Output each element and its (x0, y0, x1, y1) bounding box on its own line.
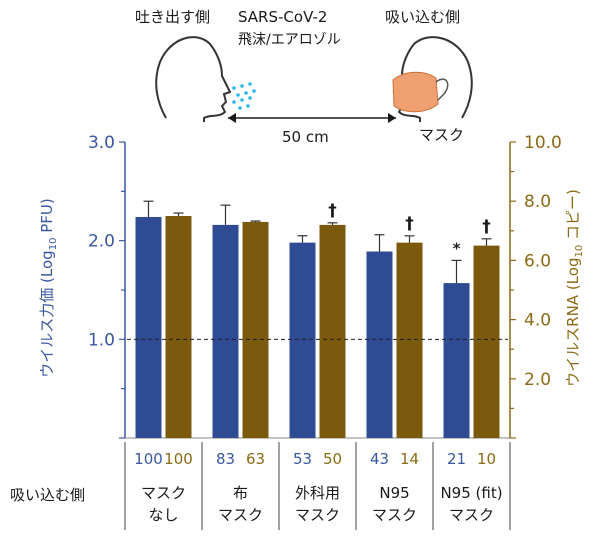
category-label-line1-4: N95 (fit) (440, 484, 502, 502)
percent-label-s1-g4: 10 (477, 450, 496, 468)
left-tick-label-2: 1.0 (88, 330, 115, 350)
mask-strap-icon (435, 78, 449, 101)
exhaler-head-icon (155, 36, 232, 122)
right-tick-label-3: 4.0 (524, 311, 551, 331)
mask-label: マスク (419, 126, 464, 144)
significance-marker-s1-g2: † (328, 201, 337, 221)
aerosol-dot-5 (252, 89, 256, 93)
bar-s1-g0 (165, 216, 192, 438)
significance-marker-s1-g4: † (482, 217, 491, 237)
mask-icon (392, 71, 439, 113)
right-axis-title: ウイルスRNA (Log10 コピー) (564, 189, 585, 387)
right-axis: 10.0 8.0 6.0 4.0 2.0 (509, 133, 562, 439)
significance-marker-s1-g3: † (405, 214, 414, 234)
aerosol-dot-9 (238, 106, 242, 110)
percent-label-s0-g4: 21 (447, 450, 466, 468)
right-tick-label-2: 6.0 (524, 251, 551, 271)
distance-label: 50 cm (282, 128, 329, 146)
category-label-line2-4: マスク (449, 506, 494, 524)
bar-s1-g2 (319, 224, 346, 438)
percent-label-s1-g1: 63 (246, 450, 265, 468)
bar-s1-g1 (242, 221, 269, 438)
virus-label: SARS-CoV-2 (238, 8, 327, 26)
bar-s0-g2 (289, 242, 316, 438)
exhaler-label: 吐き出す側 (135, 8, 210, 26)
bar-s1-g3 (396, 242, 423, 438)
percent-label-s1-g3: 14 (400, 450, 419, 468)
percent-label-s1-g2: 50 (323, 450, 342, 468)
category-label-line2-3: マスク (372, 506, 417, 524)
left-tick-label-1: 2.0 (88, 232, 115, 252)
category-label-line1-3: N95 (379, 484, 409, 502)
bar-s0-g0 (135, 216, 162, 438)
percent-label-s0-g1: 83 (216, 450, 235, 468)
category-label-line1-1: 布 (233, 484, 248, 502)
aerosol-dot-6 (232, 100, 236, 104)
aerosol-label: 飛沫/エアロゾル (238, 32, 341, 48)
significance-marker-s0-g4: * (453, 239, 461, 257)
aerosol-dot-2 (248, 82, 252, 86)
aerosol-dot-4 (244, 91, 248, 95)
category-label-line2-1: マスク (218, 506, 263, 524)
percent-label-s0-g3: 43 (370, 450, 389, 468)
percent-label-s0-g0: 100 (134, 450, 163, 468)
percent-label-s1-g0: 100 (164, 450, 193, 468)
category-label-line1-0: マスク (141, 484, 186, 502)
percent-label-s0-g2: 53 (293, 450, 312, 468)
aerosol-dot-7 (240, 98, 244, 102)
aerosol-dot-8 (248, 96, 252, 100)
left-axis: 3.0 2.0 1.0 (88, 133, 126, 439)
aerosol-dot-10 (246, 104, 250, 108)
aerosol-dot-0 (232, 86, 236, 90)
left-axis-title: ウイルス力価 (Log10 PFU) (38, 198, 59, 377)
category-label-line2-2: マスク (295, 506, 340, 524)
bar-s0-g1 (212, 224, 239, 438)
right-tick-label-1: 8.0 (524, 192, 551, 212)
table-row-label: 吸い込む側 (10, 486, 85, 504)
inhaler-label: 吸い込む側 (385, 8, 460, 26)
aerosol-dot-1 (240, 84, 244, 88)
bar-s0-g3 (366, 251, 393, 438)
bars: † † * † (135, 200, 500, 438)
bar-s0-g4 (443, 283, 470, 438)
distance-arrow-left-head-icon (228, 113, 236, 123)
inhaler-head-icon (392, 36, 473, 122)
distance-arrow-right-head-icon (388, 113, 396, 123)
aerosol-dots-icon (232, 82, 256, 110)
left-tick-label-0: 3.0 (88, 133, 115, 153)
illustration: 吐き出す側 SARS-CoV-2 飛沫/エアロゾル 吸い込む側 50 cm マス… (135, 8, 473, 146)
right-tick-label-4: 2.0 (524, 370, 551, 390)
category-label-line1-2: 外科用 (295, 484, 340, 502)
aerosol-dot-3 (236, 93, 240, 97)
category-label-line2-0: なし (148, 506, 178, 524)
right-tick-label-0: 10.0 (524, 133, 562, 153)
bar-s1-g4 (473, 245, 500, 438)
